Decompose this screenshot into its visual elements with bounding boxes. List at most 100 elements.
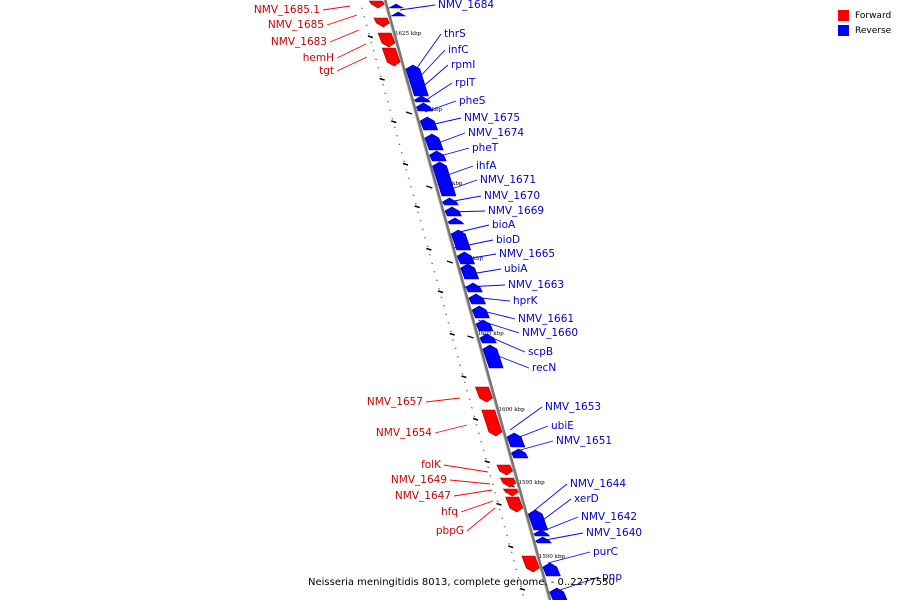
forward-gene-block[interactable] [502,488,519,497]
reverse-gene-label[interactable]: scpB [528,346,553,358]
kbp-tick-label: 1595 kbp [519,480,546,486]
reverse-gene-label[interactable]: NMV_1669 [488,205,544,217]
forward-gene-label[interactable]: NMV_1654 [376,427,432,439]
reverse-gene-label[interactable]: NMV_1663 [508,279,564,291]
reverse-gene-block[interactable] [390,11,407,17]
reverse-gene-block[interactable] [419,116,439,131]
reverse-gene-label[interactable]: NMV_1644 [570,478,626,490]
legend: Forward Reverse [838,8,891,38]
reverse-gene-label[interactable]: NMV_1640 [586,527,642,539]
reverse-gene-block[interactable] [468,293,487,305]
forward-gene-block[interactable] [521,555,540,573]
forward-gene-label[interactable]: NMV_1657 [367,396,423,408]
reverse-gene-label[interactable]: recN [532,362,556,374]
forward-gene-block[interactable] [373,17,390,28]
reverse-gene-label[interactable]: thrS [444,28,466,40]
forward-gene-label[interactable]: hemH [303,52,334,64]
reverse-gene-block[interactable] [387,3,405,9]
minor-tick [421,228,424,231]
reverse-gene-label[interactable]: NMV_1653 [545,401,601,413]
reverse-gene-label[interactable]: NMV_1670 [484,190,540,202]
reverse-gene-label[interactable]: ubiE [551,420,574,432]
reverse-gene-block[interactable] [456,251,476,265]
forward-label-leader [329,29,360,43]
reverse-gene-block[interactable] [549,587,568,600]
minor-tick [468,398,471,401]
reverse-gene-block[interactable] [415,102,434,112]
forward-gene-block[interactable] [499,477,517,488]
reverse-gene-label[interactable]: NMV_1660 [522,327,578,339]
major-tick [367,35,374,39]
reverse-gene-block[interactable] [460,263,480,280]
forward-gene-label[interactable]: NMV_1647 [395,490,451,502]
reverse-gene-label[interactable]: bioA [492,219,516,231]
minor-tick [417,211,420,214]
forward-gene-label[interactable]: tgt [319,65,334,77]
reverse-gene-block[interactable] [482,344,504,369]
reverse-gene-block[interactable] [471,305,490,319]
major-tick [449,332,455,336]
reverse-gene-label[interactable]: NMV_1671 [480,174,536,186]
legend-reverse-label: Reverse [855,25,892,36]
reverse-gene-block[interactable] [475,319,494,332]
forward-gene-block[interactable] [368,0,385,9]
reverse-gene-block[interactable] [535,536,552,544]
reverse-gene-block[interactable] [432,161,457,197]
forward-gene-block[interactable] [381,47,401,67]
reverse-gene-label[interactable]: pnp [602,571,622,583]
reverse-gene-label[interactable]: xerD [574,493,599,505]
forward-gene-block[interactable] [377,32,396,48]
reverse-gene-label[interactable]: bioD [496,234,520,246]
forward-gene-label[interactable]: NMV_1649 [391,474,447,486]
reverse-gene-block[interactable] [533,529,551,537]
reverse-gene-block[interactable] [429,150,447,162]
reverse-gene-block[interactable] [465,282,483,293]
reverse-gene-label[interactable]: ihfA [476,160,497,172]
reverse-gene-block[interactable] [511,448,529,459]
minor-tick [410,186,413,188]
forward-gene-label[interactable]: pbpG [436,525,464,537]
minor-tick [447,322,450,324]
reverse-label-leader [399,4,436,11]
reverse-gene-label[interactable]: NMV_1675 [464,112,520,124]
reverse-gene-block[interactable] [447,217,465,225]
reverse-gene-label[interactable]: infC [448,44,469,56]
reverse-gene-block[interactable] [450,229,472,251]
reverse-gene-label[interactable]: ubiA [504,263,528,275]
forward-gene-block[interactable] [505,496,524,513]
reverse-gene-label[interactable]: pheS [459,95,486,107]
forward-gene-label[interactable]: NMV_1685.1 [254,4,320,16]
reverse-gene-block[interactable] [506,432,526,448]
minor-tick [445,313,448,316]
reverse-gene-label[interactable]: NMV_1674 [468,127,524,139]
reverse-gene-label[interactable]: NMV_1684 [438,0,494,11]
minor-tick [498,509,501,511]
reverse-gene-label[interactable]: NMV_1665 [499,248,555,260]
forward-gene-label[interactable]: hfq [441,506,458,518]
reverse-gene-block[interactable] [444,206,462,217]
kbp-tick-label: 1600 kbp [498,407,525,413]
reverse-gene-label[interactable]: purC [593,546,618,558]
minor-tick [515,568,518,571]
forward-gene-block[interactable] [474,386,493,403]
reverse-gene-label[interactable]: NMV_1651 [556,435,612,447]
minor-tick [459,364,462,367]
major-tick [507,545,514,549]
reverse-gene-label[interactable]: rplT [455,77,476,89]
forward-gene-block[interactable] [481,409,503,437]
minor-tick [503,526,506,528]
reverse-gene-label[interactable]: rpmI [451,59,475,71]
reverse-gene-label[interactable]: NMV_1661 [518,313,574,325]
forward-gene-label[interactable]: NMV_1685 [268,19,324,31]
reverse-gene-label[interactable]: hprK [513,295,539,307]
reverse-gene-label[interactable]: pheT [472,142,499,154]
reverse-gene-block[interactable] [413,95,431,103]
reverse-gene-block[interactable] [424,133,444,151]
reverse-gene-label[interactable]: NMV_1642 [581,511,637,523]
forward-gene-label[interactable]: NMV_1683 [271,36,327,48]
forward-gene-label[interactable]: folK [421,459,442,471]
reverse-gene-block[interactable] [479,333,497,344]
forward-gene-block[interactable] [496,464,514,476]
reverse-gene-block[interactable] [442,197,459,206]
reverse-gene-block[interactable] [542,562,561,577]
